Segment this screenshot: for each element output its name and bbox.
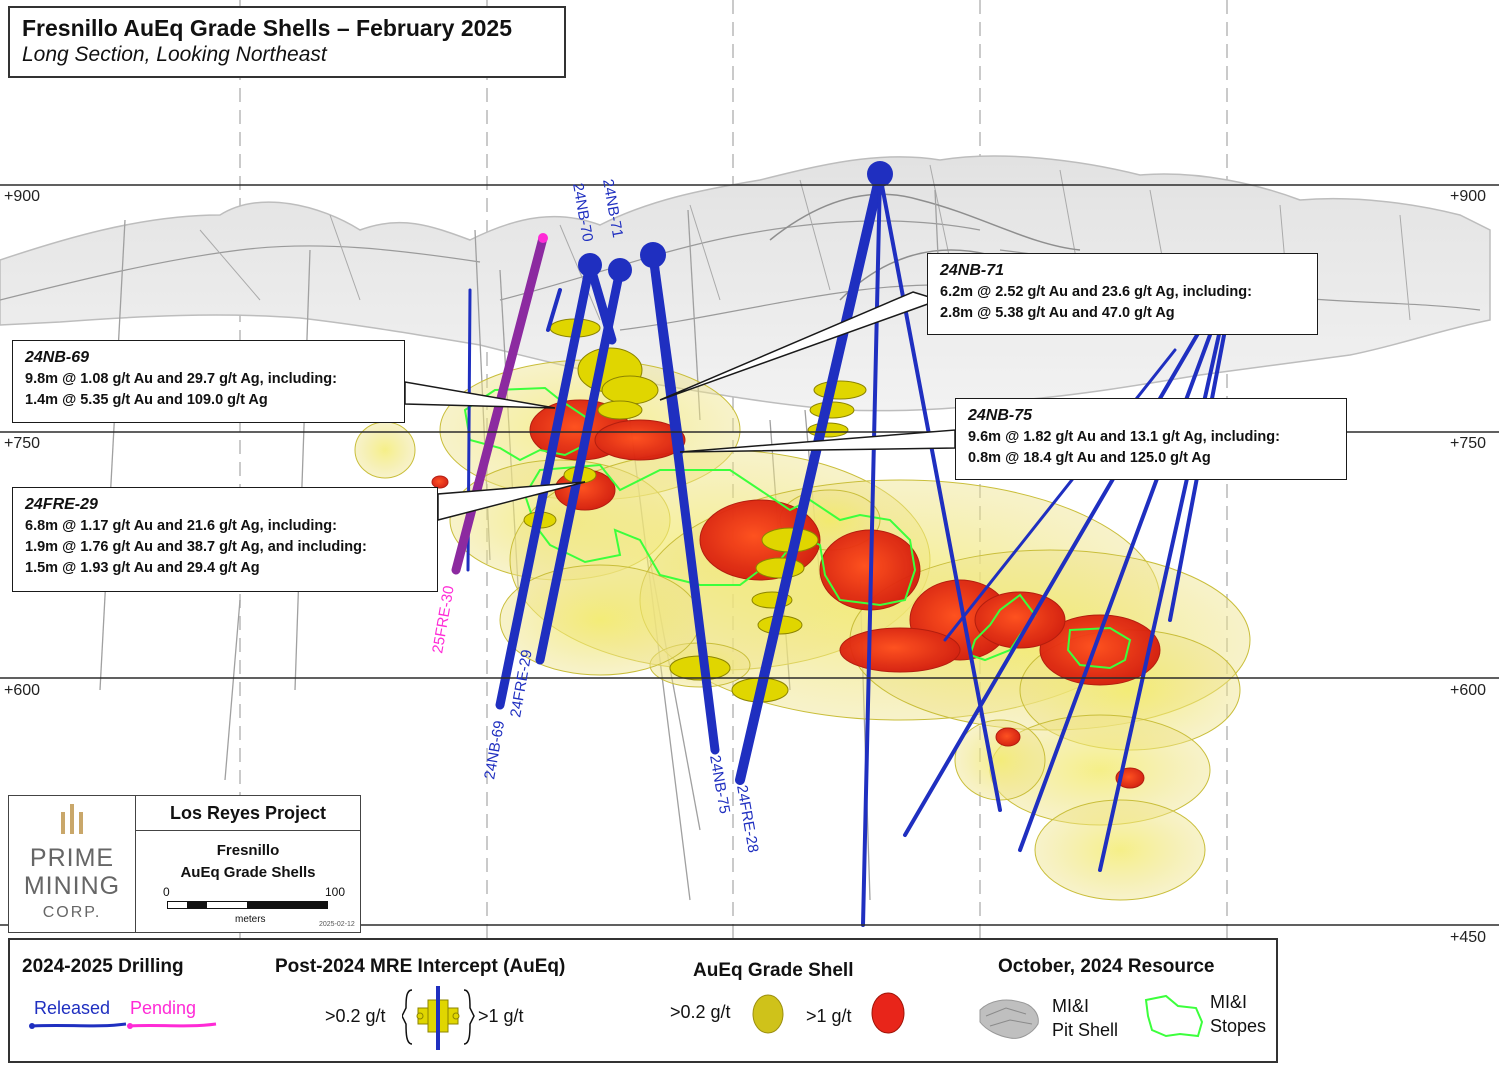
label-24nb-75: 24NB-75 (706, 754, 733, 815)
callout-hole: 24NB-71 (940, 262, 1005, 279)
callout-line: 2.8m @ 5.38 g/t Au and 47.0 g/t Ag (940, 305, 1175, 321)
callout-hole: 24NB-75 (968, 407, 1033, 424)
map-date: 2025-02-12 (319, 921, 355, 928)
project-info-box: PRIME MINING CORP. Los Reyes Project Fre… (8, 795, 361, 933)
legend-released: Released (34, 998, 111, 1018)
elev-900-left: +900 (4, 188, 41, 205)
elev-750-left: +750 (4, 435, 41, 452)
scale-max: 100 (325, 885, 346, 899)
elev-600-right: +600 (1450, 682, 1487, 699)
callout-leaders (404, 291, 956, 521)
legend-pit-1: MI&I (1052, 996, 1090, 1016)
callout-line: 9.6m @ 1.82 g/t Au and 13.1 g/t Ag, incl… (968, 429, 1280, 445)
title-box: Fresnillo AuEq Grade Shells – February 2… (8, 6, 566, 78)
elev-450-right: +450 (1450, 929, 1487, 946)
elev-900-right: +900 (1450, 188, 1487, 205)
callout-line: 0.8m @ 18.4 g/t Au and 125.0 g/t Ag (968, 450, 1211, 466)
callout-line: 1.5m @ 1.93 g/t Au and 29.4 g/t Ag (25, 560, 260, 576)
legend-shell-high: >1 g/t (806, 1006, 852, 1026)
label-25fre-30: 25FRE-30 (429, 584, 458, 654)
label-24fre-28: 24FRE-28 (733, 784, 762, 854)
project-name: Los Reyes Project (135, 796, 361, 831)
legend-intercept-symbol (402, 986, 475, 1050)
legend-pit-2: Pit Shell (1052, 1020, 1119, 1040)
elev-750-right: +750 (1450, 435, 1487, 452)
legend-stopes-swatch (1144, 994, 1204, 1038)
scale-bar (167, 901, 328, 909)
page-title: Fresnillo AuEq Grade Shells – February 2… (22, 15, 512, 41)
legend-stopes-1: MI&I (1210, 992, 1248, 1012)
legend-shell-low-swatch (752, 994, 784, 1034)
company-logo: PRIME MINING CORP. (9, 796, 136, 932)
logo-word-corp: CORP. (42, 904, 102, 921)
logo-bars-icon (61, 804, 83, 834)
callout-line: 9.8m @ 1.08 g/t Au and 29.7 g/t Ag, incl… (25, 371, 337, 387)
scale-min: 0 (163, 885, 170, 899)
map-title-2: AuEq Grade Shells (180, 864, 316, 881)
callout-24nb-69: 24NB-69 9.8m @ 1.08 g/t Au and 29.7 g/t … (12, 340, 405, 423)
page-subtitle: Long Section, Looking Northeast (22, 43, 327, 66)
map-title-1: Fresnillo (216, 842, 280, 859)
legend-intercept-high: >1 g/t (478, 1006, 524, 1026)
drillhole-collars (578, 161, 893, 282)
legend-shell-low: >0.2 g/t (670, 1002, 731, 1022)
callout-hole: 24FRE-29 (25, 496, 98, 513)
legend-resource-header: October, 2024 Resource (998, 956, 1215, 977)
callout-line: 6.2m @ 2.52 g/t Au and 23.6 g/t Ag, incl… (940, 284, 1252, 300)
legend-pending: Pending (130, 998, 197, 1018)
legend-intercept-header: Post-2024 MRE Intercept (AuEq) (275, 956, 566, 977)
legend-drill-lines (29, 1022, 217, 1029)
logo-word-mining: MINING (23, 872, 121, 900)
callout-line: 1.9m @ 1.76 g/t Au and 38.7 g/t Ag, and … (25, 539, 367, 555)
callout-line: 1.4m @ 5.35 g/t Au and 109.0 g/t Ag (25, 392, 268, 408)
label-24nb-69: 24NB-69 (481, 719, 508, 780)
elev-600-left: +600 (4, 682, 41, 699)
legend-intercept-low: >0.2 g/t (325, 1006, 386, 1026)
callout-24fre-29: 24FRE-29 6.8m @ 1.17 g/t Au and 21.6 g/t… (12, 487, 438, 592)
legend-shell-header: AuEq Grade Shell (693, 960, 854, 981)
legend-drilling-header: 2024-2025 Drilling (22, 956, 184, 977)
legend-shell-high-swatch (871, 992, 905, 1034)
legend-pit-swatch (979, 999, 1039, 1039)
legend: 2024-2025 Drilling Released Pending Post… (8, 938, 1278, 1063)
callout-hole: 24NB-69 (25, 349, 90, 366)
logo-word-prime: PRIME (29, 844, 115, 872)
scale-unit: meters (235, 914, 266, 925)
legend-stopes-2: Stopes (1210, 1016, 1267, 1036)
callout-line: 6.8m @ 1.17 g/t Au and 21.6 g/t Ag, incl… (25, 518, 337, 534)
callout-24nb-71: 24NB-71 6.2m @ 2.52 g/t Au and 23.6 g/t … (927, 253, 1318, 335)
callout-24nb-75: 24NB-75 9.6m @ 1.82 g/t Au and 13.1 g/t … (955, 398, 1347, 480)
